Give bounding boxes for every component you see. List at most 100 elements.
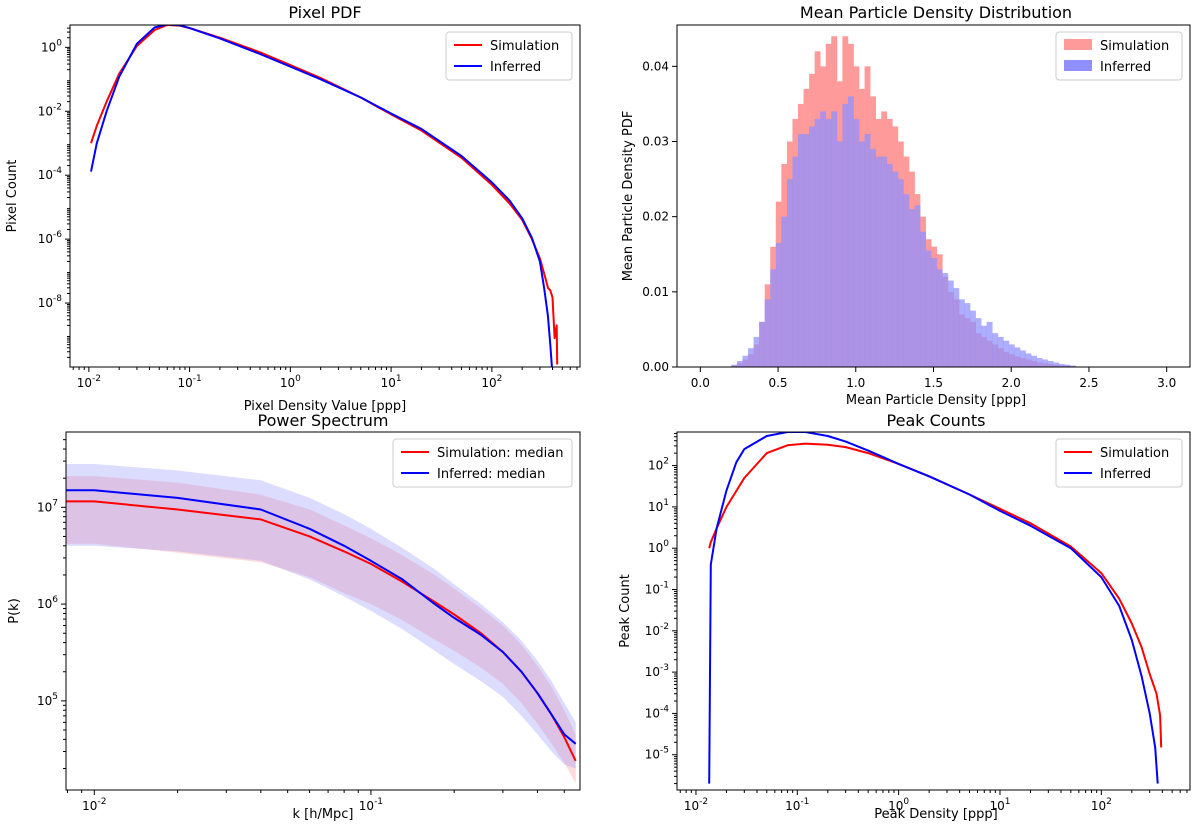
x-tick-label: 2.0 bbox=[1002, 376, 1021, 390]
y-tick-label: 106 bbox=[37, 595, 58, 611]
x-axis-label: Peak Density [ppp] bbox=[874, 807, 997, 822]
chart-title: Mean Particle Density Distribution bbox=[800, 3, 1072, 22]
plot-area bbox=[66, 464, 577, 784]
x-axis-label: Mean Particle Density [ppp] bbox=[846, 393, 1026, 408]
histogram-bar-inferred bbox=[953, 288, 960, 367]
histogram-bar-inferred bbox=[1014, 347, 1021, 367]
histogram-bar-inferred bbox=[842, 103, 849, 367]
chart-title: Pixel PDF bbox=[288, 3, 361, 22]
legend-label-simulation: Simulation bbox=[1100, 39, 1169, 54]
tick-layer: 10-2 10-1 105 106 107 bbox=[37, 439, 565, 813]
histogram-bar-inferred bbox=[897, 179, 904, 367]
x-tick-label: 10-2 bbox=[82, 797, 106, 813]
histogram-bar-inferred bbox=[820, 111, 827, 367]
y-tick-label: 0.01 bbox=[642, 285, 669, 299]
histogram-bar-inferred bbox=[920, 231, 926, 367]
legend-label-simulation: Simulation: median bbox=[437, 446, 564, 461]
histogram-bar-inferred bbox=[1036, 357, 1043, 367]
chart-title: Peak Counts bbox=[887, 411, 986, 430]
histogram-bar-inferred bbox=[914, 205, 921, 367]
band-inferred bbox=[66, 464, 576, 769]
histogram-bar-inferred bbox=[759, 321, 766, 367]
histogram-bar-inferred bbox=[1008, 344, 1015, 367]
y-tick-label: 102 bbox=[648, 457, 669, 473]
y-tick-label: 10-1 bbox=[645, 581, 669, 597]
histogram-bar-inferred bbox=[975, 318, 982, 367]
x-axis-label: Pixel Density Value [ppp] bbox=[244, 399, 407, 414]
legend-label-inferred: Inferred: median bbox=[437, 467, 545, 482]
y-tick-label: 0.00 bbox=[642, 360, 669, 374]
histogram-bar-inferred bbox=[786, 179, 793, 367]
histogram-bar-inferred bbox=[1019, 350, 1026, 367]
y-tick-label: 0.02 bbox=[642, 210, 669, 224]
y-tick-label: 10-3 bbox=[645, 663, 669, 679]
histogram-bar-inferred bbox=[859, 141, 865, 367]
histogram-bar-inferred bbox=[892, 171, 899, 367]
legend-swatch-inferred bbox=[1064, 60, 1092, 71]
histogram-bar-inferred bbox=[1069, 365, 1076, 367]
x-tick-label: 102 bbox=[1091, 797, 1112, 813]
histogram-bar-inferred bbox=[875, 156, 882, 367]
histogram-bar-inferred bbox=[831, 111, 838, 367]
y-tick-label: 105 bbox=[37, 692, 58, 708]
histogram-bar-inferred bbox=[947, 280, 954, 367]
histogram-bar-inferred bbox=[1053, 362, 1060, 367]
histogram-bar-inferred bbox=[936, 269, 943, 367]
y-tick-label: 10-2 bbox=[38, 102, 62, 118]
y-tick-label: 10-4 bbox=[38, 166, 63, 182]
histogram-bar-inferred bbox=[997, 336, 1004, 367]
histogram-bar-inferred bbox=[1003, 340, 1010, 367]
tick-layer: 10-2 10-1 100 101 102 10-8 10-6 10-4 10-2 100 bbox=[38, 27, 578, 390]
histogram-bar-inferred bbox=[870, 149, 876, 367]
histogram-bar-inferred bbox=[736, 360, 743, 367]
x-tick-label: 1.5 bbox=[924, 376, 943, 390]
line-inferred bbox=[708, 432, 1159, 784]
histogram-bar-inferred bbox=[986, 321, 993, 367]
y-tick-label: 10-8 bbox=[38, 294, 63, 310]
histogram-bar-inferred bbox=[1047, 360, 1054, 367]
histogram-bar-inferred bbox=[836, 141, 843, 367]
legend: Simulation Inferred bbox=[1055, 438, 1183, 488]
histogram-bar-inferred bbox=[981, 325, 987, 367]
y-tick-label: 100 bbox=[648, 539, 669, 555]
axes-frame bbox=[69, 24, 581, 368]
histogram-bar-inferred bbox=[942, 273, 949, 367]
histogram-bar-inferred bbox=[1025, 353, 1032, 367]
y-tick-label: 10-6 bbox=[38, 230, 63, 246]
legend: Simulation: median Inferred: median bbox=[392, 438, 573, 488]
plot-area bbox=[708, 432, 1163, 784]
x-tick-label: 100 bbox=[888, 797, 909, 813]
histogram-bar-inferred bbox=[847, 96, 854, 367]
histogram-bar-inferred bbox=[1064, 364, 1071, 367]
y-tick-label: 10-2 bbox=[645, 622, 669, 638]
plot-area bbox=[90, 25, 559, 367]
y-tick-label: 101 bbox=[648, 498, 669, 514]
x-tick-label: 10-2 bbox=[77, 374, 101, 390]
y-axis-label: P(k) bbox=[7, 598, 22, 624]
y-axis-label: Mean Particle Density PDF bbox=[621, 111, 636, 282]
x-tick-label: 102 bbox=[481, 374, 502, 390]
x-tick-label: 10-1 bbox=[177, 374, 201, 390]
legend: Simulation Inferred bbox=[1055, 31, 1183, 81]
histogram-bar-inferred bbox=[781, 216, 788, 367]
histogram-bar-inferred bbox=[958, 299, 965, 367]
x-tick-label: 10-1 bbox=[785, 797, 809, 813]
histogram-bar-inferred bbox=[748, 348, 754, 367]
histogram-bar-inferred bbox=[770, 269, 777, 367]
x-tick-label: 0.5 bbox=[768, 376, 787, 390]
histogram-bar-inferred bbox=[731, 364, 738, 367]
band-simulation bbox=[66, 476, 576, 784]
histogram-bar-inferred bbox=[909, 209, 915, 367]
peak-counts-panel: Peak Counts 10-2 10-1 100 101 10210-510-410-… bbox=[618, 411, 1191, 822]
legend-label-inferred: Inferred bbox=[490, 60, 541, 75]
histogram-bar-inferred bbox=[853, 118, 860, 367]
x-axis-label: k [h/Mpc] bbox=[292, 807, 353, 822]
y-tick-label: 10-5 bbox=[645, 746, 669, 762]
y-tick-label: 0.03 bbox=[642, 135, 669, 149]
tick-layer: 0.0 0.5 1.0 1.5 2.0 2.5 3.0 0.00 0.01 0.02 0.03 0.0… bbox=[642, 59, 1176, 390]
histogram-bar-inferred bbox=[1031, 355, 1037, 367]
histogram-bar-inferred bbox=[925, 250, 932, 367]
power-spectrum-panel: Power Spectrum 10-2 10-1 105 106 107 k [h/Mp… bbox=[7, 411, 581, 822]
histogram-bar-inferred bbox=[798, 133, 804, 367]
series-inferred bbox=[731, 96, 1076, 367]
